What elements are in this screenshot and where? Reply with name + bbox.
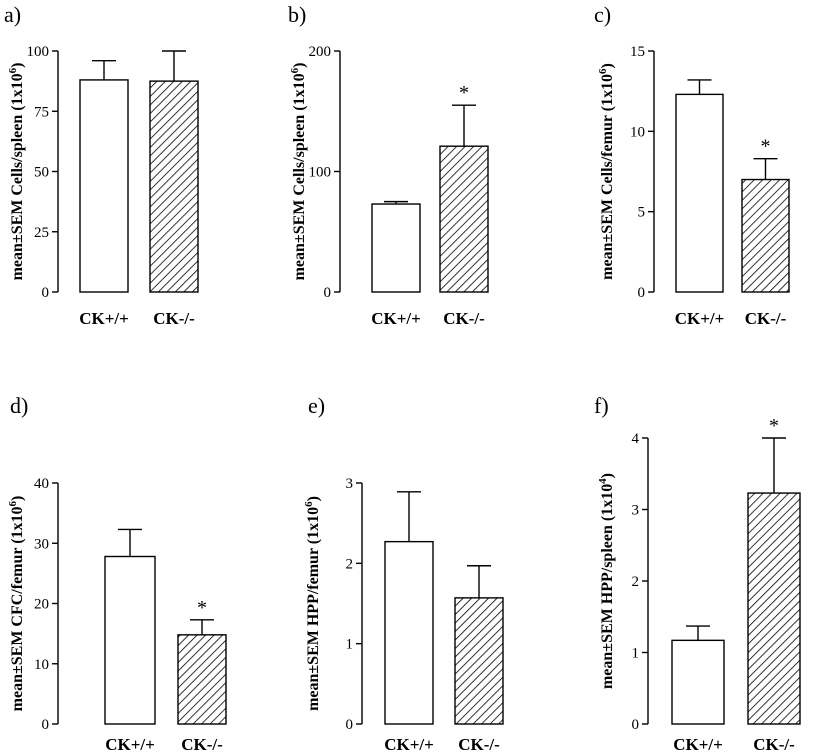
bar-CK+/+ — [384, 540, 434, 725]
y-tick-label: 0 — [42, 717, 50, 733]
category-label: CK-/- — [443, 309, 485, 328]
y-axis-label: mean±SEM CFC/femur (1x106) — [7, 496, 26, 712]
y-axis-label: mean±SEM HPP/spleen (1x104) — [597, 473, 616, 689]
y-tick-label: 2 — [632, 574, 640, 590]
panel-label: c) — [594, 2, 611, 27]
y-tick-label: 30 — [34, 536, 49, 552]
y-axis-label: mean±SEM Cells/femur (1x106) — [597, 63, 616, 280]
category-label: CK+/+ — [105, 735, 155, 753]
y-tick-label: 25 — [34, 225, 49, 241]
y-tick-label: 1 — [632, 646, 640, 662]
significance-mark: * — [197, 597, 207, 619]
y-tick-label: 10 — [630, 124, 645, 140]
category-label: CK-/- — [745, 309, 787, 328]
bar-CK-/- — [747, 492, 801, 725]
category-label: CK-/- — [153, 309, 195, 328]
panel-label: f) — [594, 393, 609, 418]
category-label: CK-/- — [753, 735, 795, 753]
significance-mark: * — [761, 136, 771, 158]
category-label: CK-/- — [458, 735, 500, 753]
y-tick-label: 75 — [34, 104, 49, 120]
panel-label: d) — [10, 393, 28, 418]
bar-CK-/- — [177, 634, 227, 725]
bar-CK+/+ — [104, 555, 156, 725]
bar-CK+/+ — [675, 93, 724, 293]
panel-6: f) 0 1 2 3 4 mean±SEM HPP/spleen (1x104) CK+/+ *… — [594, 393, 801, 753]
category-label: CK+/+ — [79, 309, 129, 328]
y-axis-label: mean±SEM HPP/femur (1x106) — [303, 496, 322, 711]
category-label: CK+/+ — [384, 735, 434, 753]
y-tick-label: 4 — [632, 431, 640, 447]
y-tick-label: 1 — [346, 637, 354, 653]
panel-5: e) 0 1 2 3 mean±SEM HPP/femur (1x106) CK+/+ CK-… — [303, 393, 504, 753]
y-tick-label: 40 — [34, 476, 49, 492]
bar-CK-/- — [741, 178, 790, 293]
y-tick-label: 5 — [638, 205, 646, 221]
panel-3: c) 0 5 10 15 mean±SEM Cells/femur (1x106) CK+/… — [594, 2, 790, 328]
category-label: CK+/+ — [673, 735, 723, 753]
bar-CK-/- — [454, 597, 504, 725]
bar-CK+/+ — [671, 639, 725, 725]
panel-4: d) 0 10 20 30 40 mean±SEM CFC/femur (1x106) CK+… — [7, 393, 227, 753]
y-tick-label: 100 — [309, 165, 332, 181]
y-tick-label: 0 — [346, 717, 354, 733]
y-tick-label: 0 — [42, 285, 50, 301]
category-label: CK-/- — [181, 735, 223, 753]
panel-label: e) — [308, 393, 325, 418]
significance-mark: * — [459, 82, 469, 104]
y-tick-label: 20 — [34, 597, 49, 613]
panel-label: a) — [4, 2, 21, 27]
y-tick-label: 10 — [34, 657, 49, 673]
bar-CK-/- — [149, 80, 199, 293]
y-tick-label: 200 — [309, 44, 332, 60]
y-tick-label: 0 — [632, 717, 640, 733]
bar-CK+/+ — [371, 203, 421, 293]
panel-label: b) — [288, 2, 306, 27]
category-label: CK+/+ — [675, 309, 725, 328]
bar-CK+/+ — [79, 79, 129, 293]
y-tick-label: 3 — [632, 503, 640, 519]
y-tick-label: 50 — [34, 165, 49, 181]
bar-CK-/- — [439, 145, 489, 293]
y-axis-label: mean±SEM Cells/spleen (1x106) — [7, 63, 26, 281]
y-tick-label: 0 — [638, 285, 646, 301]
y-tick-label: 3 — [346, 476, 354, 492]
category-label: CK+/+ — [371, 309, 421, 328]
y-tick-label: 100 — [27, 44, 50, 60]
y-tick-label: 15 — [630, 44, 645, 60]
y-tick-label: 0 — [324, 285, 332, 301]
y-tick-label: 2 — [346, 556, 354, 572]
significance-mark: * — [769, 415, 779, 437]
y-axis-label: mean±SEM Cells/spleen (1x106) — [289, 63, 308, 281]
